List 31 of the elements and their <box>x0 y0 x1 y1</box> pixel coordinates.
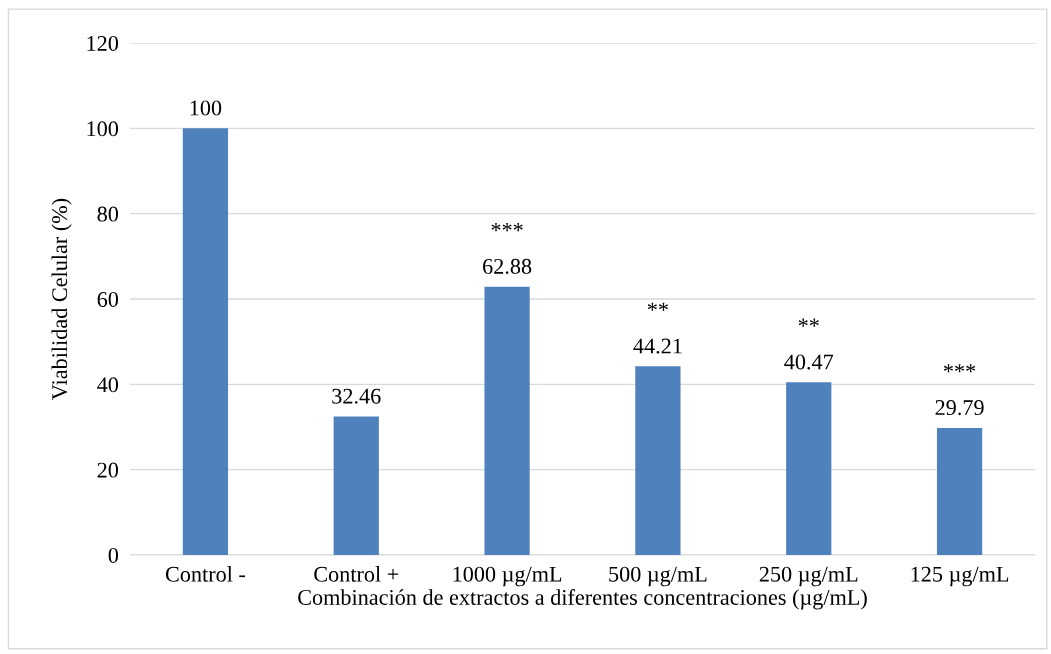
y-tick-label: 0 <box>108 547 119 563</box>
y-tick-label: 60 <box>97 291 119 307</box>
data-label: 29.79 <box>935 400 984 416</box>
data-label: 44.21 <box>633 338 682 354</box>
x-tick-label: 125 µg/mL <box>911 566 1009 587</box>
bar <box>936 427 983 555</box>
x-tick-label: Control + <box>314 566 399 582</box>
bar <box>786 382 832 555</box>
annotation: ** <box>647 302 668 311</box>
y-tick-label: 80 <box>97 206 119 222</box>
bar <box>182 128 229 555</box>
annotation: *** <box>491 222 523 232</box>
y-tick-label: 20 <box>97 462 119 478</box>
y-axis-title: Viabilidad Celular (%) <box>51 198 72 400</box>
x-tick-label: 250 µg/mL <box>759 566 858 587</box>
y-tick-label: 40 <box>97 377 119 393</box>
y-tick-label: 100 <box>87 121 119 137</box>
x-axis-title: Combinación de extractos a diferentes concentraciones (µg/mL) <box>298 589 867 610</box>
bar <box>333 416 379 555</box>
x-tick-label: Control - <box>165 566 246 582</box>
data-label: 100 <box>190 100 222 116</box>
x-tick-label: 500 µg/mL <box>609 566 707 587</box>
annotation: *** <box>944 364 976 373</box>
bar <box>635 366 681 555</box>
x-tick-label: 1000 µg/mL <box>453 566 562 587</box>
annotation: ** <box>798 318 819 327</box>
data-label: 32.46 <box>332 388 381 404</box>
data-label: 62.88 <box>483 258 532 274</box>
bar <box>484 286 530 555</box>
y-tick-label: 120 <box>87 35 119 51</box>
data-label: 40.47 <box>784 354 834 370</box>
